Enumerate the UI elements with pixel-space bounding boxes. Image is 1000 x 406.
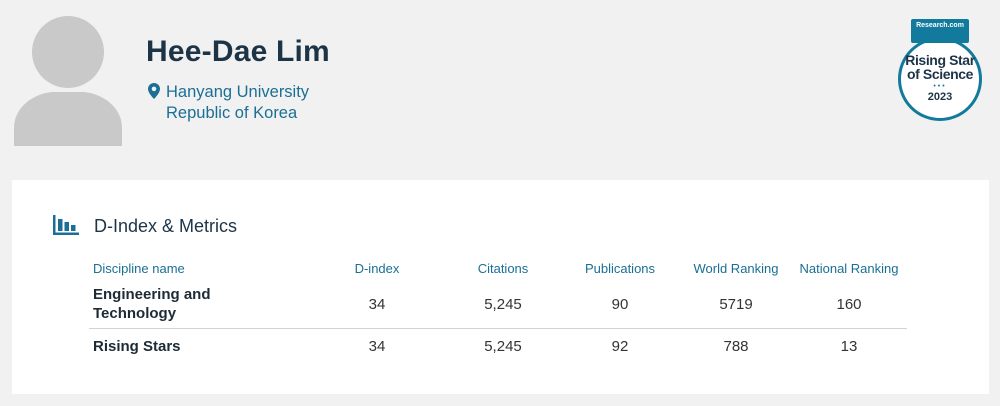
badge-title-line2: of Science <box>906 66 974 82</box>
national-ranking-cell: 13 <box>840 337 858 355</box>
table-row: Engineering and Technology 34 5,245 90 5… <box>89 280 907 329</box>
publications-cell: 90 <box>559 280 681 329</box>
national-ranking-cell: 160 <box>791 280 907 329</box>
header-dindex: D-index <box>354 260 400 276</box>
world-ranking-cell: 788 <box>723 337 749 355</box>
badge-title-line1: Rising Star <box>905 52 975 68</box>
badge-year: 2023 <box>927 91 953 103</box>
header-world-ranking: World Ranking <box>693 260 779 276</box>
researcher-name: Hee-Dae Lim <box>146 35 330 68</box>
discipline-name-line1: Rising Stars <box>93 337 181 355</box>
header-citations: Citations <box>477 260 529 276</box>
world-ranking-cell: 5719 <box>681 280 791 329</box>
header-discipline: Discipline name <box>93 260 185 276</box>
discipline-name-line1: Engineering and <box>93 286 211 303</box>
table-header-row: Discipline name D-index Citations Public… <box>89 256 907 280</box>
dindex-cell: 34 <box>368 337 386 355</box>
map-pin-icon <box>148 83 160 99</box>
person-silhouette-icon <box>14 16 122 146</box>
avatar <box>14 8 122 146</box>
discipline-cell[interactable]: Engineering and Technology <box>89 280 307 329</box>
badge-title: Rising Star of Science <box>901 53 979 81</box>
researcher-location: Hanyang University Republic of Korea <box>148 82 309 124</box>
metrics-title: D-Index & Metrics <box>94 216 238 236</box>
header-publications: Publications <box>584 260 656 276</box>
header-national-ranking: National Ranking <box>799 260 899 276</box>
badge-dots: ••• <box>933 83 947 90</box>
badge-circle: Rising Star of Science ••• 2023 <box>898 37 982 121</box>
table-row: Rising Stars 34 5,245 92 788 13 <box>89 329 907 364</box>
discipline-cell[interactable]: Rising Stars <box>89 329 307 364</box>
country-link[interactable]: Republic of Korea <box>166 104 298 122</box>
badge-brand: Research.com <box>911 19 969 43</box>
bar-chart-icon <box>53 215 79 235</box>
publications-cell: 92 <box>611 337 629 355</box>
metrics-table: Discipline name D-index Citations Public… <box>89 256 907 363</box>
dindex-cell: 34 <box>307 280 447 329</box>
affiliation-link[interactable]: Hanyang University <box>166 83 310 101</box>
rising-star-badge[interactable]: Rising Star of Science ••• 2023 Research… <box>898 19 982 125</box>
citations-cell: 5,245 <box>447 280 559 329</box>
metrics-card: D-Index & Metrics Discipline name D-inde… <box>12 180 989 394</box>
citations-cell: 5,245 <box>484 337 522 355</box>
discipline-name-line2: Technology <box>93 305 177 322</box>
